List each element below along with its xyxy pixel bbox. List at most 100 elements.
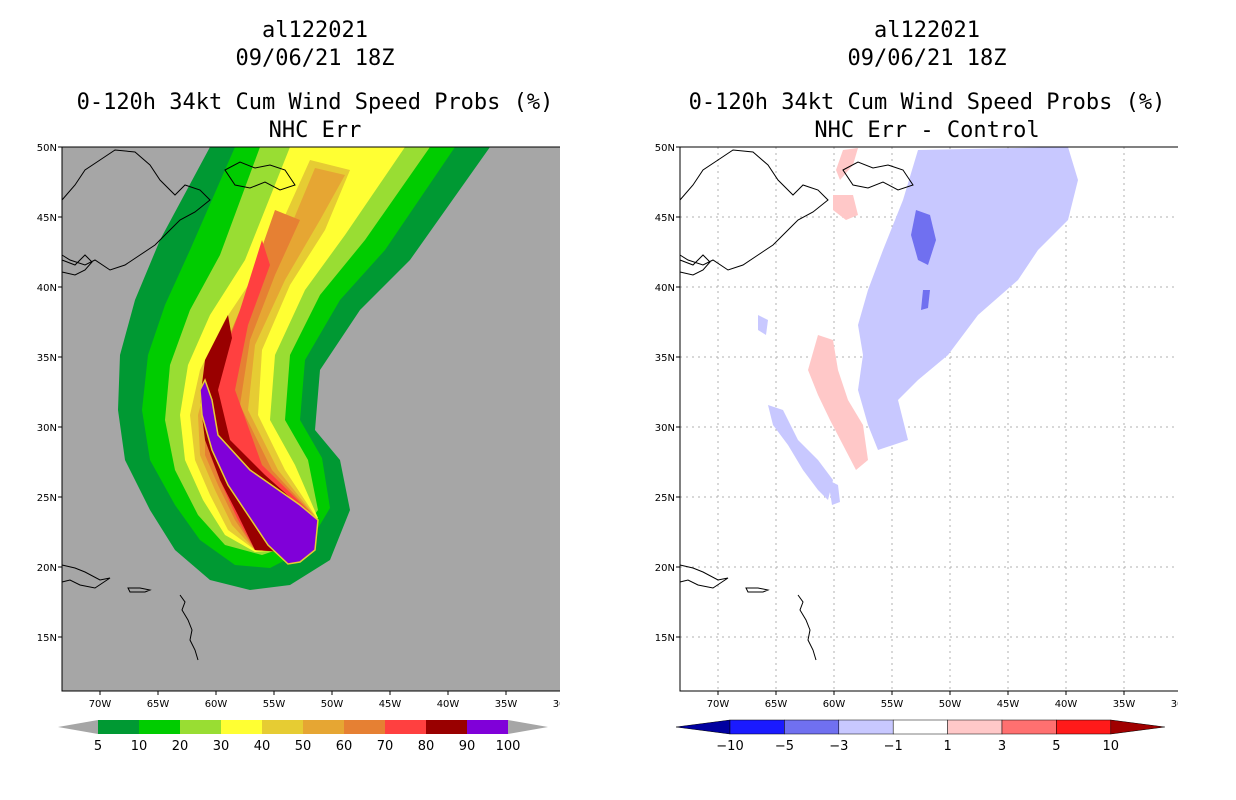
lon-label: 30W	[1171, 699, 1178, 710]
left-lat-ticks: 50N 45N 40N 35N 30N 25N 20N 15N	[37, 143, 62, 644]
colorbar-label: 50	[295, 739, 312, 754]
neg-region-dark	[911, 210, 936, 265]
colorbar-swatch	[98, 720, 139, 734]
colorbar-label: 5	[1052, 739, 1060, 754]
colorbar-swatch	[262, 720, 303, 734]
lon-label: 35W	[495, 699, 518, 710]
colorbar-swatch	[784, 719, 840, 735]
right-colorbar: −10 −5 −3 −1 1 3 5 10	[675, 719, 1165, 754]
lat-label: 25N	[37, 493, 57, 504]
colorbar-label: −1	[884, 739, 903, 754]
lat-label: 45N	[37, 213, 57, 224]
colorbar-label: 5	[94, 739, 102, 754]
lat-label: 20N	[37, 563, 57, 574]
lat-label: 50N	[655, 143, 675, 154]
lon-label: 35W	[1113, 699, 1136, 710]
colorbar-swatch	[303, 720, 344, 734]
lon-label: 70W	[89, 699, 112, 710]
colorbar-swatch	[180, 720, 221, 734]
lat-label: 15N	[655, 633, 675, 644]
lat-label: 45N	[655, 213, 675, 224]
lat-label: 35N	[37, 353, 57, 364]
neg-region-dark2	[921, 290, 930, 310]
colorbar-swatch	[892, 719, 948, 735]
colorbar-swatch	[344, 720, 385, 734]
colorbar-label: 1	[943, 739, 951, 754]
lat-label: 35N	[655, 353, 675, 364]
colorbar-swatch	[139, 720, 180, 734]
lon-label: 40W	[437, 699, 460, 710]
lat-label: 40N	[37, 283, 57, 294]
lon-label: 45W	[997, 699, 1020, 710]
left-map: 50N 45N 40N 35N 30N 25N 20N 15N 70W 65W 60W 55W 50W…	[37, 143, 560, 754]
right-storm-id: al122021	[874, 18, 980, 43]
colorbar-label: 20	[172, 739, 189, 754]
left-coastlines	[61, 149, 296, 661]
right-difference-field	[758, 147, 1078, 505]
colorbar-swatch	[467, 720, 508, 734]
lon-label: 70W	[707, 699, 730, 710]
lon-label: 45W	[379, 699, 402, 710]
left-lon-ticks: 70W 65W 60W 55W 50W 45W 40W 35W 30W	[89, 691, 560, 710]
swath-90	[199, 378, 319, 565]
right-coastlines	[679, 149, 914, 661]
lat-label: 25N	[655, 493, 675, 504]
colorbar-swatch	[947, 719, 1003, 735]
lat-label: 15N	[37, 633, 57, 644]
colorbar-label: −3	[829, 739, 848, 754]
left-colorbar: 5 10 20 30 40 50 60 70 80 90 100	[58, 720, 548, 754]
neg-region-w	[758, 315, 768, 335]
colorbar-swatch	[838, 719, 894, 735]
lon-label: 50W	[939, 699, 962, 710]
lat-label: 30N	[37, 423, 57, 434]
lon-label: 40W	[1055, 699, 1078, 710]
lat-label: 40N	[655, 283, 675, 294]
right-lat-ticks: 50N 45N 40N 35N 30N 25N 20N 15N	[655, 143, 680, 644]
colorbar-label: 30	[213, 739, 230, 754]
left-probability-swath	[118, 147, 490, 590]
colorbar-label: 100	[496, 739, 521, 754]
colorbar-label: 60	[336, 739, 353, 754]
right-lon-ticks: 70W 65W 60W 55W 50W 45W 40W 35W 30W	[707, 691, 1178, 710]
right-map: 50N 45N 40N 35N 30N 25N 20N 15N 70W 65W 60W 55W 50W…	[655, 143, 1178, 754]
left-title: 0-120h 34kt Cum Wind Speed Probs (%)	[76, 90, 554, 115]
pos-region-n	[836, 148, 858, 180]
colorbar-swatch	[426, 720, 467, 734]
lon-label: 50W	[321, 699, 344, 710]
colorbar-label: −10	[716, 739, 743, 754]
neg-region-main	[858, 147, 1078, 450]
right-map-frame	[679, 146, 1178, 692]
lat-label: 30N	[655, 423, 675, 434]
colorbar-swatch	[1001, 719, 1057, 735]
left-map-frame	[61, 146, 560, 692]
colorbar-left-arrow	[675, 719, 731, 735]
lon-label: 55W	[263, 699, 286, 710]
lon-label: 30W	[553, 699, 560, 710]
neg-region-s	[828, 480, 840, 505]
colorbar-label: 3	[998, 739, 1006, 754]
colorbar-label: −5	[775, 739, 794, 754]
colorbar-label: 70	[377, 739, 394, 754]
colorbar-swatch	[385, 720, 426, 734]
colorbar-label: 40	[254, 739, 271, 754]
lon-label: 60W	[823, 699, 846, 710]
left-datetime: 09/06/21 18Z	[235, 46, 395, 71]
lon-label: 55W	[881, 699, 904, 710]
pos-region-n2	[833, 195, 858, 220]
lat-label: 20N	[655, 563, 675, 574]
left-storm-id: al122021	[262, 18, 368, 43]
left-subtitle: NHC Err	[268, 118, 362, 143]
colorbar-swatch	[1056, 719, 1112, 735]
right-subtitle: NHC Err - Control	[814, 118, 1040, 143]
colorbar-swatch	[221, 720, 262, 734]
lon-label: 65W	[147, 699, 170, 710]
colorbar-left-arrow	[58, 720, 98, 734]
colorbar-right-arrow	[508, 720, 548, 734]
colorbar-swatch	[729, 719, 785, 735]
colorbar-right-arrow	[1110, 719, 1165, 735]
neg-region-sw	[768, 405, 833, 500]
colorbar-label: 10	[1103, 739, 1120, 754]
right-title: 0-120h 34kt Cum Wind Speed Probs (%)	[688, 90, 1166, 115]
lat-label: 50N	[37, 143, 57, 154]
lon-label: 65W	[765, 699, 788, 710]
